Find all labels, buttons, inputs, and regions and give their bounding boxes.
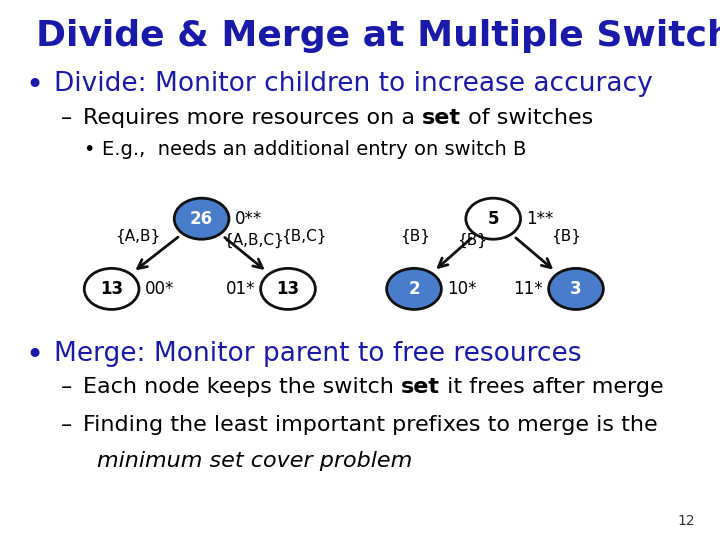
Text: minimum set cover problem: minimum set cover problem: [97, 451, 413, 471]
Text: Requires more resources on a: Requires more resources on a: [83, 108, 422, 128]
Text: 00*: 00*: [145, 280, 174, 298]
Circle shape: [387, 268, 441, 309]
Text: 1**: 1**: [526, 210, 554, 228]
Text: Divide: Monitor children to increase accuracy: Divide: Monitor children to increase acc…: [54, 71, 653, 97]
Text: 13: 13: [276, 280, 300, 298]
Text: {B}: {B}: [400, 229, 430, 244]
Text: of switches: of switches: [461, 108, 593, 128]
Text: 2: 2: [408, 280, 420, 298]
Text: –: –: [61, 415, 73, 435]
Text: 3: 3: [570, 280, 582, 298]
Text: 11*: 11*: [513, 280, 543, 298]
Text: {B,C}: {B,C}: [281, 229, 326, 244]
Circle shape: [261, 268, 315, 309]
Text: •: •: [25, 341, 43, 370]
Text: {B}: {B}: [457, 233, 487, 248]
Text: 10*: 10*: [447, 280, 477, 298]
Circle shape: [174, 198, 229, 239]
Text: –: –: [61, 108, 73, 128]
Text: Finding the least important prefixes to merge is the: Finding the least important prefixes to …: [83, 415, 657, 435]
Text: Divide & Merge at Multiple Switches: Divide & Merge at Multiple Switches: [36, 19, 720, 53]
Text: Merge: Monitor parent to free resources: Merge: Monitor parent to free resources: [54, 341, 582, 367]
Text: E.g.,  needs an additional entry on switch B: E.g., needs an additional entry on switc…: [102, 140, 526, 159]
Circle shape: [84, 268, 139, 309]
Text: 01*: 01*: [225, 280, 255, 298]
Text: set: set: [401, 377, 440, 397]
Text: 13: 13: [100, 280, 123, 298]
Text: Each node keeps the switch: Each node keeps the switch: [83, 377, 401, 397]
Text: 12: 12: [678, 514, 695, 528]
Text: 5: 5: [487, 210, 499, 228]
Text: •: •: [83, 140, 94, 159]
Circle shape: [549, 268, 603, 309]
Text: {B}: {B}: [551, 229, 581, 244]
Circle shape: [466, 198, 521, 239]
Text: 26: 26: [190, 210, 213, 228]
Text: –: –: [61, 377, 73, 397]
Text: it frees after merge: it frees after merge: [440, 377, 663, 397]
Text: 0**: 0**: [235, 210, 262, 228]
Text: {A,B}: {A,B}: [115, 229, 161, 244]
Text: set: set: [422, 108, 461, 128]
Text: •: •: [25, 71, 43, 100]
Text: {A,B,C}: {A,B,C}: [223, 233, 284, 248]
